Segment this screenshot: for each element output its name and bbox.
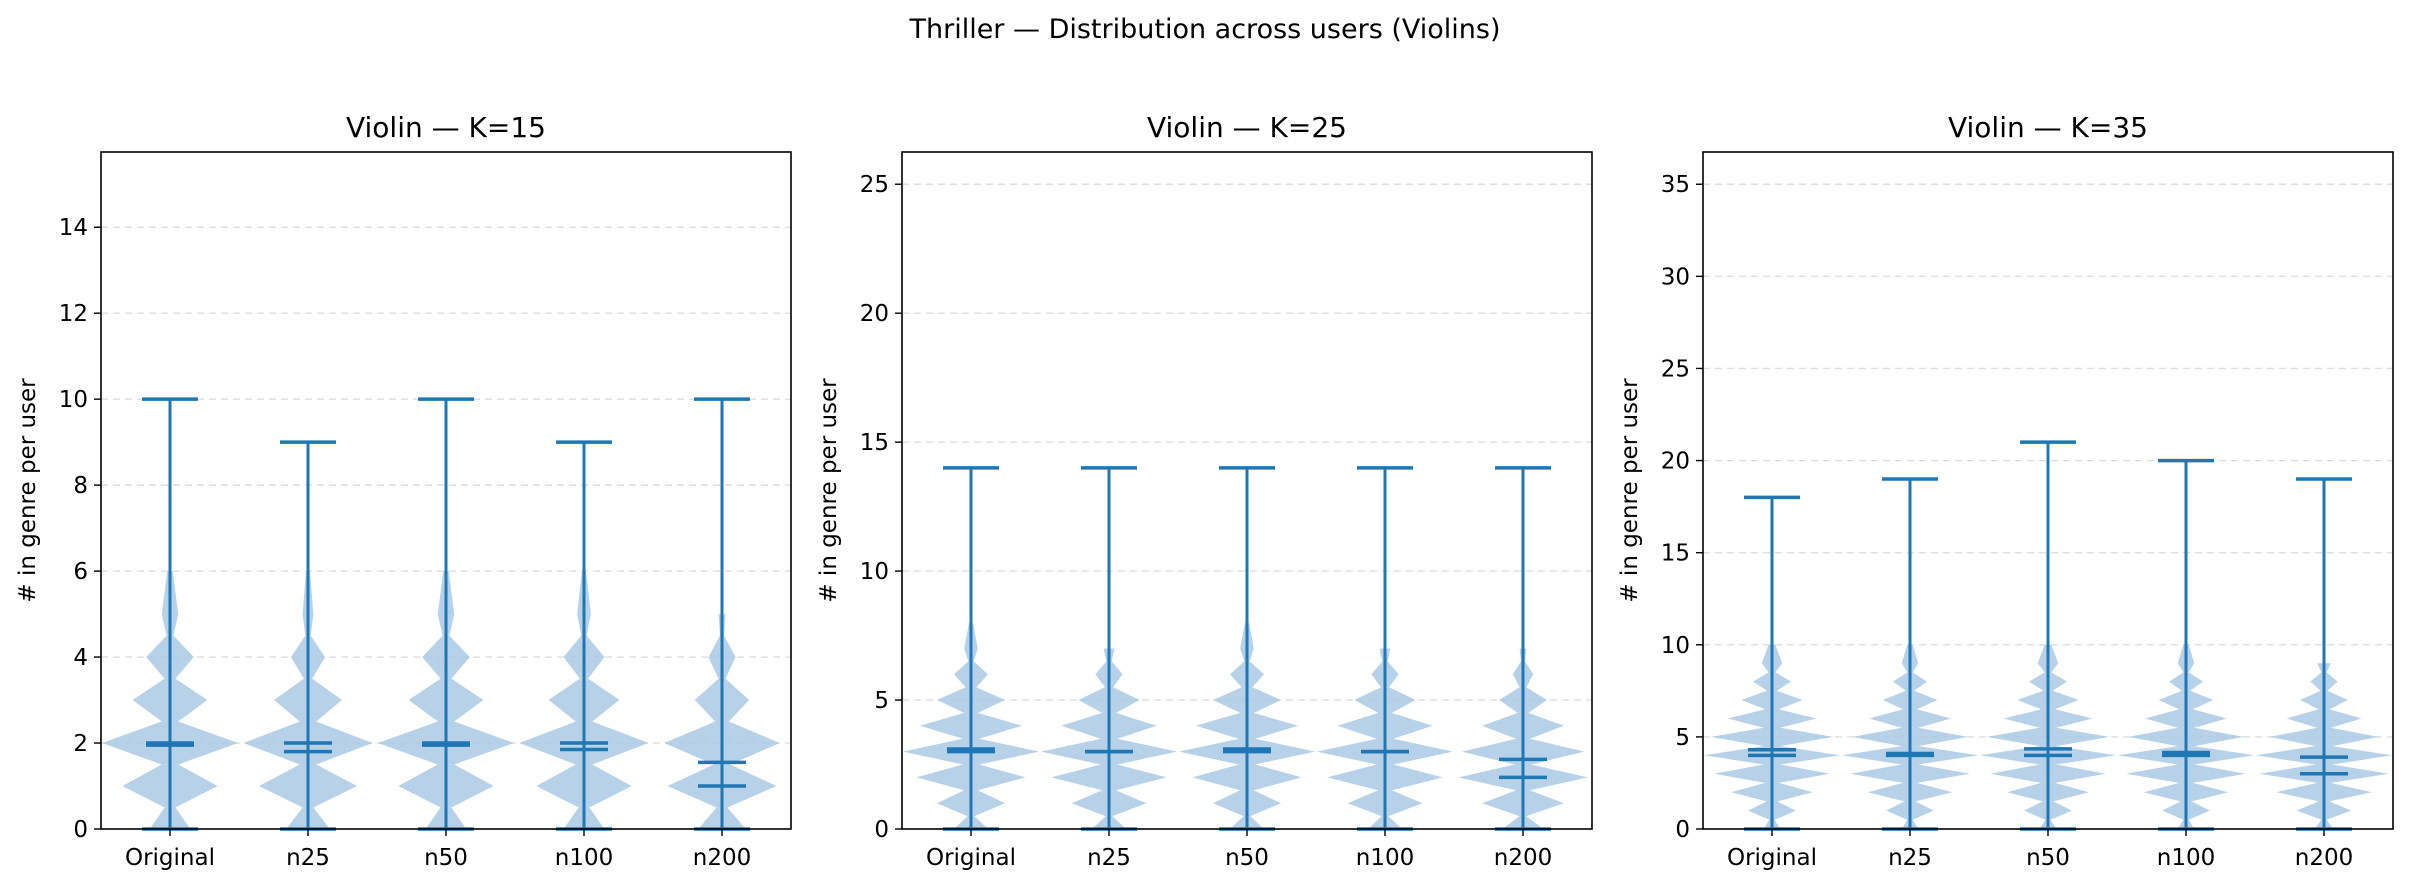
y-tick-label: 15	[1661, 541, 1690, 567]
y-tick-label: 2	[73, 731, 88, 757]
plot-frame	[100, 151, 792, 830]
y-tick-label: 5	[874, 688, 889, 714]
violin-n50	[1980, 440, 2116, 831]
y-tick-label: 35	[1661, 172, 1690, 198]
x-tick-label: n200	[2295, 845, 2353, 871]
x-tick-label: Original	[125, 845, 215, 871]
panel-title: Violin — K=35	[1948, 111, 2148, 144]
y-tick-label: 4	[73, 645, 88, 671]
x-tick-label: n100	[2157, 845, 2215, 871]
y-axis-label: # in genre per user	[15, 378, 41, 603]
violin-n200	[2256, 477, 2392, 831]
figure-title: Thriller — Distribution across users (Vi…	[908, 14, 1500, 45]
y-tick-label: 20	[1661, 449, 1690, 475]
x-tick-label: Original	[1727, 845, 1817, 871]
x-tick-label: n50	[424, 845, 468, 871]
violin-n200	[664, 397, 780, 831]
violin-n25	[243, 440, 373, 831]
y-tick-label: 12	[59, 301, 88, 327]
violin-n25	[1842, 477, 1978, 831]
y-tick-label: 10	[860, 559, 889, 585]
panel-1: Original n25 n50 n100 n200 0 2 4 6 8 10 12 14 Violin …	[15, 111, 792, 871]
y-tick-label: 6	[73, 559, 88, 585]
x-tick-label: Original	[926, 845, 1016, 871]
violin-n50	[1179, 466, 1315, 831]
x-tick-label: n25	[286, 845, 330, 871]
x-tick-label: n25	[1087, 845, 1131, 871]
y-tick-label: 30	[1661, 264, 1690, 290]
violin-Original	[102, 397, 238, 831]
violin-Original	[1704, 495, 1840, 831]
x-tick-label: n25	[1888, 845, 1932, 871]
x-tick-label: n50	[2026, 845, 2070, 871]
y-axis-label: # in genre per user	[816, 378, 842, 603]
y-tick-label: 20	[860, 301, 889, 327]
y-axis-label: # in genre per user	[1617, 378, 1643, 603]
y-tick-label: 0	[73, 817, 88, 843]
plot-frame	[1702, 151, 2394, 830]
violin-Original	[903, 466, 1039, 831]
x-tick-label: n100	[555, 845, 613, 871]
y-tick-label: 5	[1675, 725, 1690, 751]
violin-n200	[1458, 466, 1588, 831]
panel-2: Original n25 n50 n100 n200 0 5 10 15 20 25 Violin —…	[816, 111, 1593, 871]
y-tick-label: 15	[860, 430, 889, 456]
violin-n25	[1041, 466, 1177, 831]
violin-n50	[378, 397, 514, 831]
y-tick-label: 25	[860, 172, 889, 198]
x-tick-label: n50	[1225, 845, 1269, 871]
y-tick-label: 14	[59, 215, 88, 241]
x-tick-label: n100	[1356, 845, 1414, 871]
panel-3: Original n25 n50 n100 n200 0 5 10 15 20 25 30 35 Viol…	[1617, 111, 2394, 871]
y-tick-label: 8	[73, 473, 88, 499]
y-tick-label: 10	[59, 387, 88, 413]
y-tick-label: 25	[1661, 356, 1690, 382]
x-tick-label: n200	[1494, 845, 1552, 871]
y-tick-label: 0	[874, 817, 889, 843]
violin-n100	[519, 440, 649, 831]
x-tick-label: n200	[693, 845, 751, 871]
plot-frame	[901, 151, 1593, 830]
y-tick-label: 10	[1661, 633, 1690, 659]
violin-n100	[1317, 466, 1453, 831]
panels: Original n25 n50 n100 n200 0 2 4 6 8 10 12 14 Violin …	[15, 111, 2394, 871]
panel-title: Violin — K=15	[346, 111, 546, 144]
panel-title: Violin — K=25	[1147, 111, 1347, 144]
y-tick-label: 0	[1675, 817, 1690, 843]
